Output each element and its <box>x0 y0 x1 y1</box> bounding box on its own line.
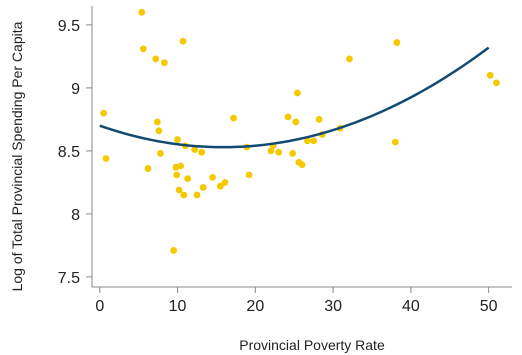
data-point <box>198 148 206 156</box>
data-point <box>486 71 494 79</box>
data-point <box>230 114 237 122</box>
data-point <box>175 186 183 194</box>
data-point <box>100 109 108 117</box>
data-point <box>292 118 300 126</box>
y-tick-label: 9.5 <box>58 18 80 35</box>
data-point <box>180 191 188 199</box>
x-axis-title: Provincial Poverty Rate <box>239 337 385 353</box>
y-axis: 7.5 8 8.5 9 9.5 Log of Total Provincial Spen… <box>9 6 93 291</box>
data-point <box>153 118 161 126</box>
data-point <box>173 171 181 179</box>
x-tick-label: 30 <box>324 298 342 315</box>
data-point <box>177 162 185 170</box>
data-point <box>179 37 187 45</box>
data-point <box>184 175 192 183</box>
data-point <box>289 150 297 157</box>
data-point <box>310 137 318 145</box>
x-tick-label: 50 <box>480 298 498 315</box>
y-axis-title: Log of Total Provincial Spending Per Cap… <box>9 21 25 291</box>
fit-curve <box>99 46 490 149</box>
y-tick-label: 7.5 <box>58 270 80 287</box>
data-point <box>155 127 163 135</box>
x-tick-label: 40 <box>402 298 420 315</box>
data-point <box>191 146 199 154</box>
data-point <box>138 8 146 16</box>
x-axis: 0 10 20 30 40 50 Provincial Poverty Rate <box>92 286 512 353</box>
x-ticks: 0 10 20 30 40 50 <box>95 287 498 315</box>
data-point <box>393 39 401 46</box>
data-points <box>100 8 500 254</box>
x-tick-label: 10 <box>169 298 187 315</box>
data-point <box>275 148 283 156</box>
data-point <box>245 171 253 179</box>
data-point <box>493 79 500 87</box>
data-point <box>193 191 201 199</box>
y-ticks: 7.5 8 8.5 9 9.5 <box>58 18 92 287</box>
y-tick-label: 8.5 <box>58 144 80 161</box>
data-point <box>199 184 207 191</box>
data-point <box>221 179 229 186</box>
data-point <box>298 161 306 169</box>
data-point <box>152 55 160 63</box>
data-point <box>216 182 224 190</box>
y-tick-label: 9 <box>71 81 80 98</box>
x-tick-label: 0 <box>95 298 104 315</box>
y-tick-label: 8 <box>71 207 80 224</box>
data-point <box>139 45 147 53</box>
data-point <box>102 155 110 162</box>
data-point <box>284 113 292 121</box>
data-point <box>346 55 353 63</box>
data-point <box>170 247 178 254</box>
data-point <box>293 89 301 97</box>
data-point <box>157 150 164 157</box>
data-point <box>209 173 216 181</box>
data-point <box>315 116 323 123</box>
data-point <box>391 138 399 146</box>
data-point <box>174 136 181 143</box>
x-tick-label: 20 <box>246 298 264 315</box>
data-point <box>160 59 168 67</box>
data-point <box>304 137 311 145</box>
data-point <box>144 165 152 172</box>
